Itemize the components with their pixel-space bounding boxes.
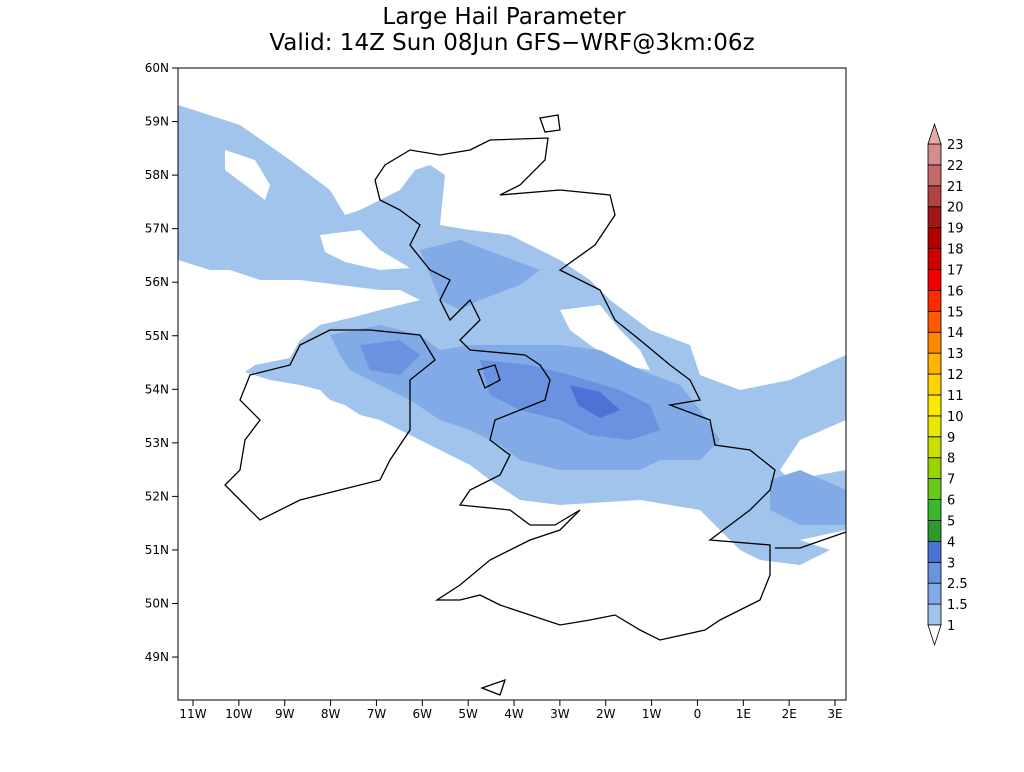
- lon-label: 9W: [275, 707, 295, 721]
- legend-label: 7: [947, 473, 955, 488]
- lon-label: 3W: [550, 707, 570, 721]
- legend-label: 9: [947, 431, 955, 446]
- legend-label: 8: [947, 452, 955, 467]
- map-frame: [177, 67, 847, 701]
- legend-label: 3: [947, 556, 955, 571]
- legend-label: 19: [947, 222, 964, 237]
- legend-label: 16: [947, 284, 964, 299]
- legend-above: [927, 122, 942, 145]
- lat-label: 60N: [145, 61, 169, 75]
- legend-label: 22: [947, 159, 964, 174]
- legend-swatch: [927, 248, 942, 270]
- legend-swatch: [927, 373, 942, 396]
- legend-swatch: [927, 394, 942, 417]
- subtitle: Valid: 14Z Sun 08Jun GFS−WRF@3km:06z: [269, 30, 754, 56]
- legend-swatch: [927, 436, 942, 459]
- lat-label: 58N: [145, 168, 169, 182]
- lat-label: 57N: [145, 222, 169, 236]
- lon-label: 11W: [179, 707, 206, 721]
- legend-swatch: [927, 269, 942, 291]
- lon-label: 2W: [596, 707, 616, 721]
- legend-swatch: [927, 331, 942, 354]
- lon-label: 8W: [321, 707, 341, 721]
- legend-label: 4: [947, 535, 955, 550]
- legend-label: 5: [947, 514, 955, 529]
- lat-label: 59N: [145, 115, 169, 129]
- legend-label: 15: [947, 305, 964, 320]
- legend-label: 12: [947, 368, 964, 383]
- lat-label: 54N: [145, 382, 169, 396]
- lat-label: 55N: [145, 329, 169, 343]
- legend-label: 13: [947, 347, 964, 362]
- legend-label: 1.5: [947, 598, 968, 613]
- lat-label: 50N: [145, 597, 169, 611]
- legend-label: 14: [947, 326, 964, 341]
- lat-label: 56N: [145, 275, 169, 289]
- lon-label: 7W: [367, 707, 387, 721]
- lat-label: 53N: [145, 436, 169, 450]
- legend-swatch: [927, 540, 942, 563]
- title: Large Hail Parameter: [382, 4, 626, 30]
- legend-swatch: [927, 143, 942, 166]
- lon-label: 3E: [827, 707, 842, 721]
- legend-label: 18: [947, 243, 964, 258]
- legend-swatch: [927, 227, 942, 249]
- legend-label: 21: [947, 180, 964, 195]
- legend-label: 11: [947, 389, 964, 404]
- legend-swatch: [927, 561, 942, 584]
- lon-label: 0: [694, 707, 702, 721]
- legend-swatch: [927, 164, 942, 187]
- legend-label: 20: [947, 201, 964, 216]
- legend-swatch: [927, 310, 942, 333]
- legend-label: 23: [947, 138, 964, 153]
- legend-label: 10: [947, 410, 964, 425]
- lat-label: 49N: [145, 650, 169, 664]
- legend-swatch: [927, 478, 942, 500]
- legend-swatch: [927, 603, 942, 626]
- legend-swatch: [927, 520, 942, 542]
- lon-label: 6W: [413, 707, 433, 721]
- lon-label: 1E: [736, 707, 751, 721]
- legend-swatch: [927, 289, 942, 312]
- legend-swatch: [927, 499, 942, 521]
- legend-swatch: [927, 415, 942, 438]
- legend-below: [927, 624, 942, 647]
- legend-swatch: [927, 185, 942, 208]
- lat-label: 52N: [145, 489, 169, 503]
- lon-label: 4W: [504, 707, 524, 721]
- lon-label: 5W: [458, 707, 478, 721]
- legend-swatch: [927, 582, 942, 605]
- lon-label: 1W: [642, 707, 662, 721]
- lat-label: 51N: [145, 543, 169, 557]
- legend-label: 1: [947, 619, 955, 634]
- legend-label: 17: [947, 263, 964, 278]
- legend-swatch: [927, 352, 942, 375]
- hail-field: [178, 105, 846, 565]
- coastline: [224, 114, 847, 696]
- legend-swatch: [927, 206, 942, 229]
- legend-label: 2.5: [947, 577, 968, 592]
- legend-label: 6: [947, 494, 955, 509]
- lon-label: 2E: [782, 707, 797, 721]
- legend-swatch: [927, 457, 942, 480]
- lon-label: 10W: [225, 707, 252, 721]
